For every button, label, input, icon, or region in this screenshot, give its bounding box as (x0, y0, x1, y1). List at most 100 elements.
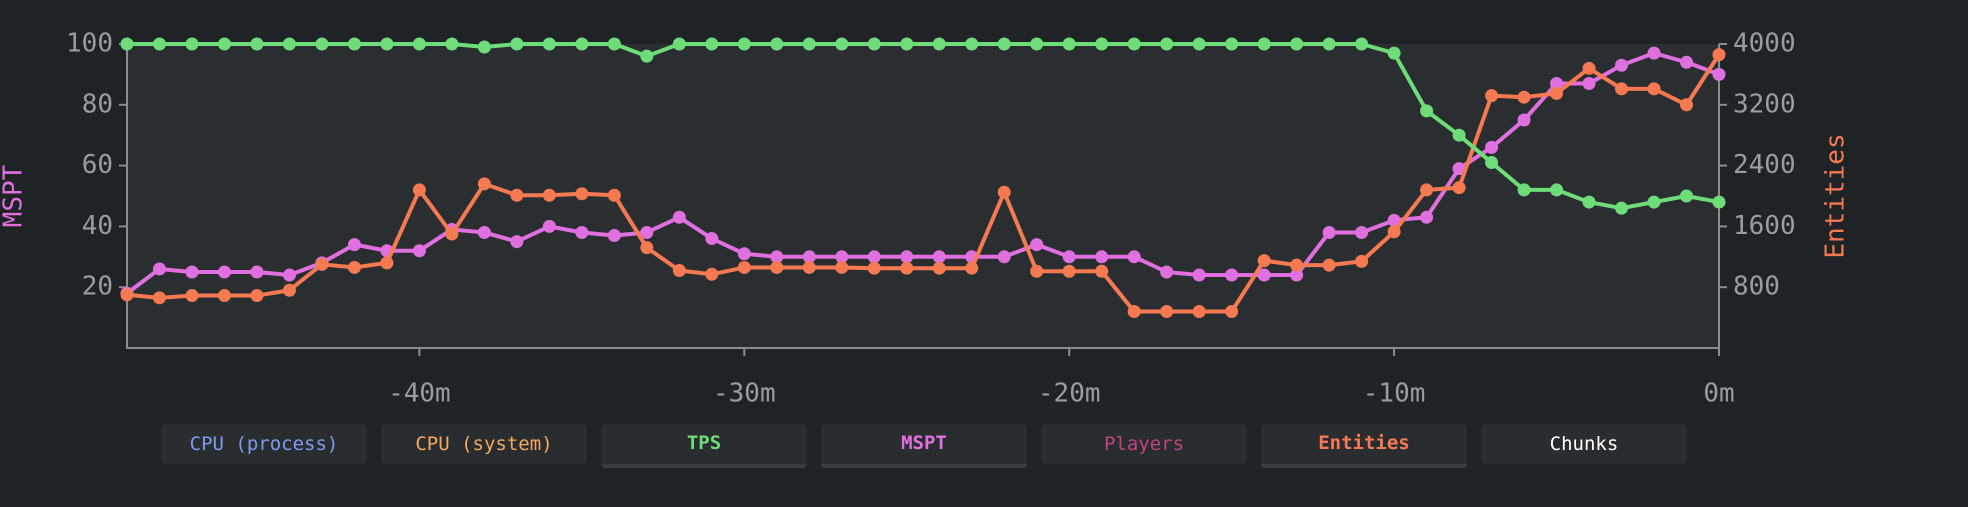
data-point (1225, 268, 1239, 282)
legend-toggle[interactable]: MSPT (821, 424, 1027, 468)
legend-toggle[interactable]: Chunks (1481, 424, 1687, 464)
data-point (1550, 183, 1564, 197)
data-point (1712, 195, 1726, 209)
data-point (1517, 90, 1531, 104)
data-point (1420, 210, 1434, 224)
data-point (1062, 264, 1076, 278)
data-point (932, 37, 946, 51)
data-point (1030, 238, 1044, 252)
data-point (477, 177, 491, 191)
data-point (1387, 225, 1401, 239)
y2-tick-label: 3200 (1733, 89, 1796, 119)
data-point (1712, 48, 1726, 62)
data-point (1647, 82, 1661, 96)
data-point (1582, 77, 1596, 91)
data-point (900, 37, 914, 51)
data-point (477, 225, 491, 239)
data-point (185, 37, 199, 51)
chart: 20 40 60 80 100 800 1600 2400 3200 4000 -40m -30m -2… (0, 29, 1851, 409)
data-point (380, 256, 394, 270)
data-point (542, 188, 556, 202)
data-point (997, 185, 1011, 199)
data-point (250, 289, 264, 303)
data-point (1485, 89, 1499, 103)
data-point (315, 37, 329, 51)
data-point (835, 37, 849, 51)
data-point (1680, 55, 1694, 69)
data-point (802, 260, 816, 274)
legend-toggle[interactable]: TPS (601, 424, 807, 468)
data-point (1225, 305, 1239, 319)
data-point (607, 37, 621, 51)
data-point (445, 37, 459, 51)
y-tick-label: 60 (82, 150, 113, 180)
data-point (705, 267, 719, 281)
data-point (575, 225, 589, 239)
data-point (1387, 46, 1401, 60)
data-point (1582, 195, 1596, 209)
data-point (770, 260, 784, 274)
data-point (1517, 113, 1531, 127)
data-point (737, 260, 751, 274)
data-point (1647, 195, 1661, 209)
data-point (672, 37, 686, 51)
data-point (1127, 37, 1141, 51)
data-point (640, 241, 654, 255)
x-tick-label: -10m (1363, 379, 1426, 409)
data-point (1062, 250, 1076, 264)
data-point (1160, 265, 1174, 279)
data-point (347, 260, 361, 274)
data-point (1290, 268, 1304, 282)
data-point (1680, 189, 1694, 203)
data-point (120, 37, 134, 51)
data-point (412, 244, 426, 258)
data-point (997, 37, 1011, 51)
data-point (1680, 98, 1694, 112)
y2-axis-title: Entities (1821, 133, 1851, 258)
data-point (1485, 140, 1499, 154)
data-point (315, 257, 329, 271)
legend-toggle[interactable]: Entities (1261, 424, 1467, 468)
x-tick-label: -20m (1038, 379, 1101, 409)
data-point (607, 229, 621, 243)
data-point (185, 265, 199, 279)
data-point (1517, 183, 1531, 197)
data-point (217, 289, 231, 303)
data-point (250, 265, 264, 279)
data-point (932, 250, 946, 264)
legend-toggle[interactable]: Players (1041, 424, 1247, 464)
data-point (477, 40, 491, 54)
data-point (1030, 37, 1044, 51)
data-point (1452, 162, 1466, 176)
data-point (347, 238, 361, 252)
data-point (1582, 61, 1596, 75)
data-point (412, 37, 426, 51)
data-point (965, 261, 979, 275)
data-point (1550, 86, 1564, 100)
data-point (835, 250, 849, 264)
data-point (737, 247, 751, 261)
y2-tick-label: 2400 (1733, 150, 1796, 180)
data-point (1615, 82, 1629, 96)
data-point (1452, 181, 1466, 195)
legend: CPU (process) CPU (system) TPS MSPT Players E… (0, 424, 1968, 472)
data-point (1485, 156, 1499, 170)
data-point (510, 37, 524, 51)
data-point (217, 265, 231, 279)
data-point (1322, 258, 1336, 272)
data-point (1355, 254, 1369, 268)
legend-toggle[interactable]: CPU (process) (161, 424, 367, 464)
data-point (152, 262, 166, 276)
data-point (802, 250, 816, 264)
data-point (1257, 37, 1271, 51)
data-point (672, 263, 686, 277)
x-tick-label: -30m (713, 379, 776, 409)
y-tick-label: 40 (82, 211, 113, 241)
data-point (705, 37, 719, 51)
data-point (1550, 77, 1564, 91)
data-point (1192, 268, 1206, 282)
data-point (510, 235, 524, 249)
data-point (1062, 37, 1076, 51)
legend-toggle[interactable]: CPU (system) (381, 424, 587, 464)
data-point (672, 210, 686, 224)
